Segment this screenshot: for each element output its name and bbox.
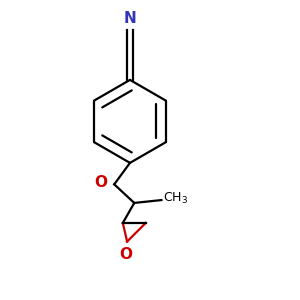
Text: CH$_3$: CH$_3$ — [163, 191, 188, 206]
Text: O: O — [94, 176, 107, 190]
Text: N: N — [124, 11, 136, 26]
Text: O: O — [119, 247, 132, 262]
